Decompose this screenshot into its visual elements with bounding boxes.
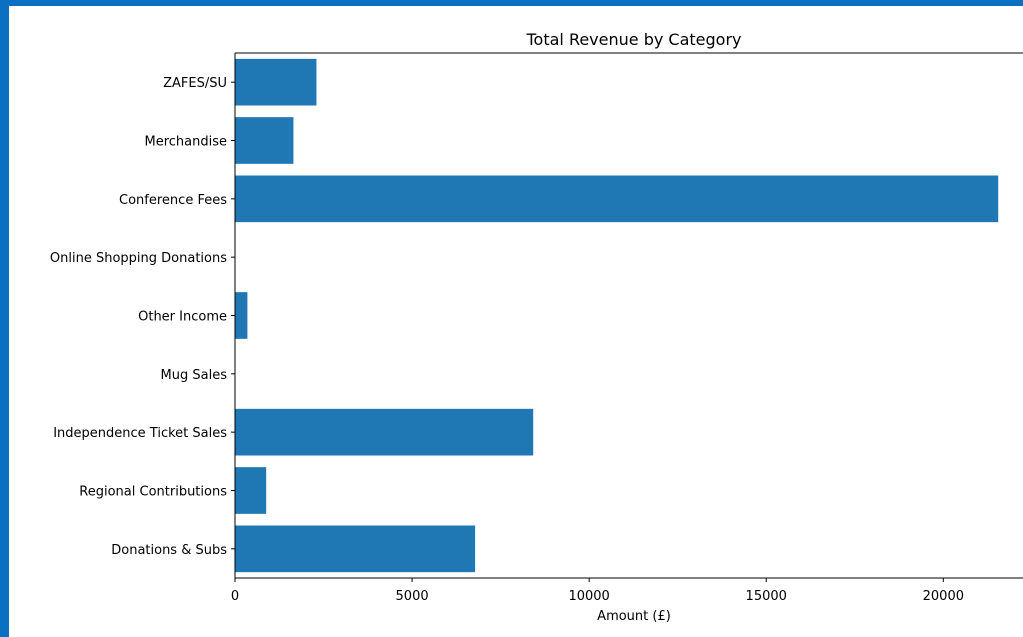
bars-group xyxy=(235,58,999,573)
chart-title: Total Revenue by Category xyxy=(525,30,741,49)
x-tick-label: 0 xyxy=(231,589,239,604)
x-tick-label: 20000 xyxy=(923,589,964,604)
y-tick-label: Other Income xyxy=(138,310,227,325)
y-tick-label: Regional Contributions xyxy=(79,485,227,500)
bar-7 xyxy=(235,467,267,514)
bar-0 xyxy=(235,58,317,106)
bar-chart: Total Revenue by Category ZAFES/SU Mercha… xyxy=(50,30,1023,624)
bar-8 xyxy=(235,525,476,573)
y-axis-ticks: ZAFES/SU Merchandise Conference Fees Online… xyxy=(50,76,235,558)
bar-2 xyxy=(235,175,999,223)
x-tick-label: 5000 xyxy=(396,589,429,604)
x-tick-label: 10000 xyxy=(568,589,609,604)
x-axis-ticks: 0 5000 10000 15000 20000 xyxy=(231,578,964,604)
y-tick-label: ZAFES/SU xyxy=(163,76,227,91)
x-axis-label: Amount (£) xyxy=(597,609,671,624)
y-tick-label: Donations & Subs xyxy=(111,543,227,558)
x-tick-label: 15000 xyxy=(746,589,787,604)
y-tick-label: Merchandise xyxy=(144,135,227,150)
bar-1 xyxy=(235,117,294,164)
y-tick-label: Independence Ticket Sales xyxy=(53,426,227,441)
bar-4 xyxy=(235,292,248,339)
y-tick-label: Mug Sales xyxy=(161,368,228,383)
y-tick-label: Online Shopping Donations xyxy=(50,251,227,266)
bar-6 xyxy=(235,408,534,456)
y-tick-label: Conference Fees xyxy=(119,193,227,208)
